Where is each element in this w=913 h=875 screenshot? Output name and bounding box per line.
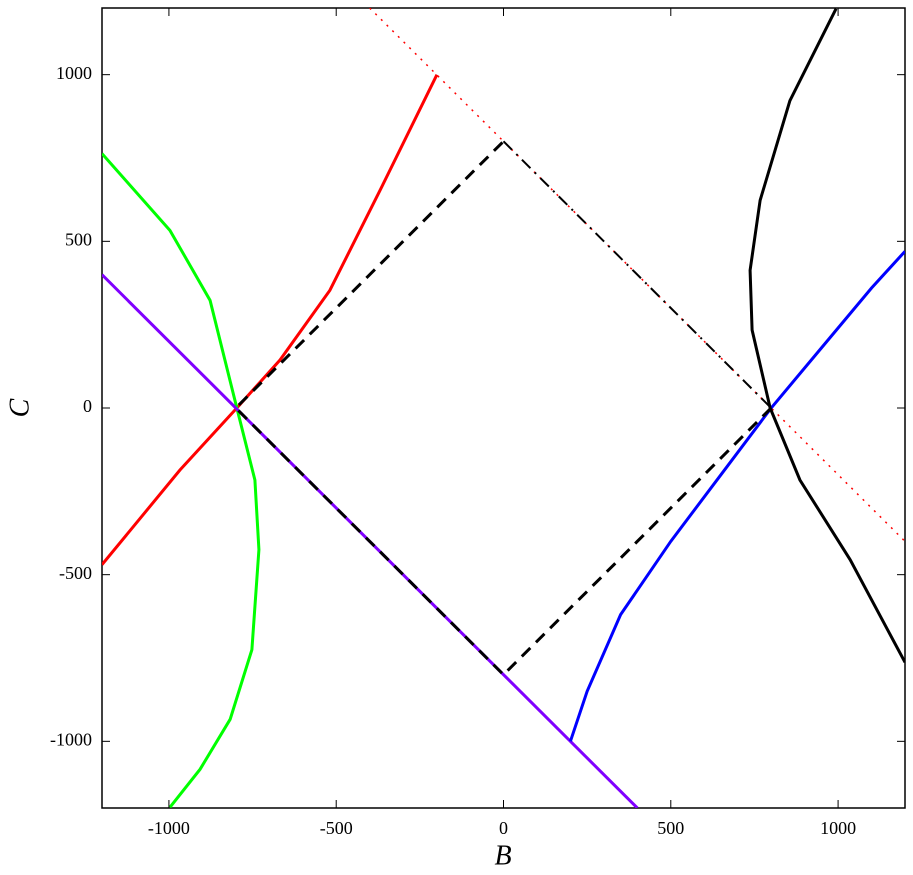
curve [102,74,439,566]
x-tick-label: -1000 [148,818,190,838]
curve [748,8,905,664]
x-axis-label: B [494,840,511,871]
x-tick-label: 500 [657,818,684,838]
curve [568,250,905,742]
y-axis-label: C [4,398,35,417]
plot-frame [101,7,906,809]
curve [233,140,773,677]
y-tick-label: 0 [83,396,92,416]
y-tick-label: -1000 [50,729,92,749]
x-tick-label: -500 [320,818,353,838]
y-tick-label: 500 [65,229,92,249]
y-tick-label: -500 [59,563,92,583]
x-tick-label: 1000 [820,818,856,838]
curve [102,152,261,808]
curve [502,140,772,409]
x-tick-label: 0 [499,818,508,838]
y-tick-label: 1000 [56,63,92,83]
plot-area [102,8,905,808]
